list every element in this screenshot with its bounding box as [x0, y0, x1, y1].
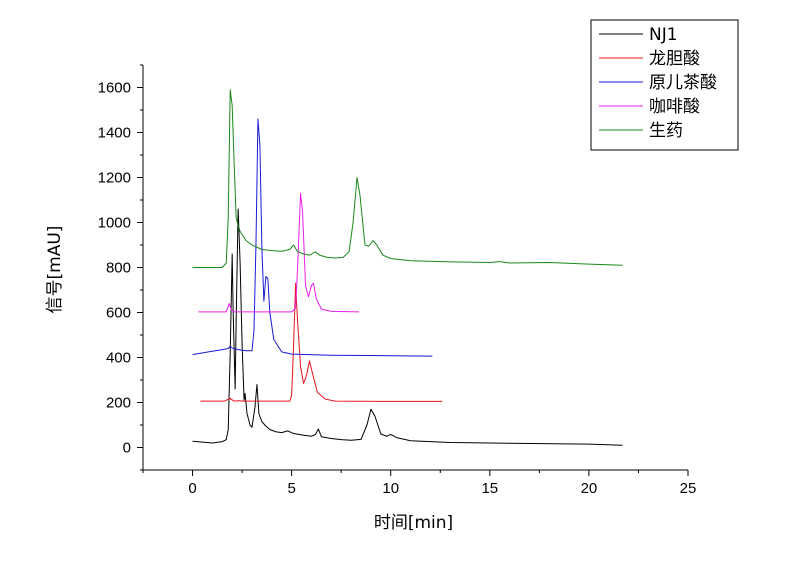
- y-tick-label: 0: [123, 440, 131, 457]
- y-tick-label: 1400: [98, 125, 131, 142]
- plot-series: [192, 89, 623, 446]
- series-line-3: [198, 192, 360, 313]
- y-tick-label: 1000: [98, 215, 131, 232]
- legend-label: 龙胆酸: [649, 49, 700, 69]
- legend-box: [590, 19, 739, 151]
- y-tick-label: 600: [106, 305, 131, 322]
- series-line-4: [192, 89, 623, 268]
- series-line-2: [192, 118, 433, 357]
- legend-label: NJ1: [649, 25, 678, 45]
- x-tick-label: 15: [481, 480, 498, 497]
- y-tick-label: 800: [106, 260, 131, 277]
- x-ticks: 0 5 10 15 20 25: [142, 470, 697, 497]
- legend-label: 咖啡酸: [649, 97, 700, 117]
- x-tick-label: 25: [680, 480, 697, 497]
- axes: 0 5 10 15 20 25 0 200 400 600 800 1000 1200 1400 1600: [98, 64, 697, 497]
- x-axis-label: 时间[min]: [374, 513, 453, 533]
- y-tick-label: 1600: [98, 80, 131, 97]
- y-tick-label: 400: [106, 350, 131, 367]
- y-axis-label: 信号[mAU]: [45, 226, 65, 314]
- y-tick-label: 1200: [98, 170, 131, 187]
- y-ticks: 0 200 400 600 800 1000 1200 1400 1600: [98, 64, 143, 471]
- x-tick-label: 5: [287, 480, 295, 497]
- y-tick-label: 200: [106, 395, 131, 412]
- legend-label: 生药: [649, 121, 683, 141]
- legend-label: 原儿茶酸: [649, 73, 717, 93]
- x-tick-label: 20: [581, 480, 598, 497]
- series-line-1: [200, 282, 443, 402]
- x-tick-label: 0: [188, 480, 196, 497]
- x-tick-label: 10: [382, 480, 399, 497]
- series-line-0: [192, 208, 623, 446]
